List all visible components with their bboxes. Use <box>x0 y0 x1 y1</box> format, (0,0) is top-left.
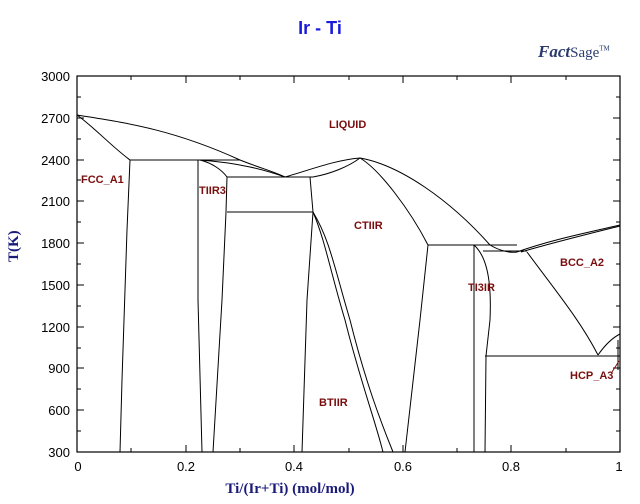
x-tick-label: 0.2 <box>177 459 195 474</box>
x-tick-label: 0 <box>74 459 81 474</box>
hcp-leader-line <box>611 360 620 373</box>
phase-label-tiir3: TIIR3 <box>199 185 226 197</box>
x-tick-label: 0.6 <box>394 459 412 474</box>
y-tick-label: 2100 <box>41 194 70 209</box>
y-tick-label: 2700 <box>41 111 70 126</box>
phase-label-fcc: FCC_A1 <box>81 174 124 186</box>
chart-title: Ir - Ti <box>298 18 342 38</box>
y-tick-label: 2400 <box>41 153 70 168</box>
y-tick-label: 3000 <box>41 69 70 84</box>
x-tick-label: 0.8 <box>502 459 520 474</box>
x-axis-label: Ti/(Ir+Ti) (mol/mol) <box>225 481 355 497</box>
x-ticks <box>76 76 621 452</box>
phase-label-hcp: HCP_A3 <box>570 370 613 382</box>
factsage-logo: FactSageTM <box>538 42 610 62</box>
x-tick-label: 0.4 <box>285 459 303 474</box>
y-tick-label: 900 <box>48 361 70 376</box>
phase-label-liquid: LIQUID <box>329 119 366 131</box>
logo-fact: Fact <box>538 42 571 61</box>
plot-frame <box>76 75 621 453</box>
y-tick-label: 300 <box>48 445 70 460</box>
y-tick-label: 600 <box>48 403 70 418</box>
phase-label-ti3ir: TI3IR <box>468 282 495 294</box>
y-axis-label: T(K) <box>6 230 22 262</box>
y-ticks <box>77 75 620 432</box>
x-tick-labels: 0 0.2 0.4 0.6 0.8 1 <box>74 459 622 474</box>
y-tick-labels: 3000 2700 2400 2100 1800 1500 1200 900 6… <box>41 69 70 460</box>
logo-tm: TM <box>599 44 610 53</box>
y-tick-label: 1500 <box>41 278 70 293</box>
logo-sage: Sage <box>570 45 600 61</box>
y-tick-label: 1800 <box>41 236 70 251</box>
phase-label-ctiir: CTIIR <box>354 220 383 232</box>
y-tick-label: 1200 <box>41 320 70 335</box>
x-tick-label: 1 <box>615 459 622 474</box>
phase-label-bcc: BCC_A2 <box>560 257 604 269</box>
phase-boundaries <box>76 114 621 453</box>
phase-label-btiir: BTIIR <box>319 397 348 409</box>
